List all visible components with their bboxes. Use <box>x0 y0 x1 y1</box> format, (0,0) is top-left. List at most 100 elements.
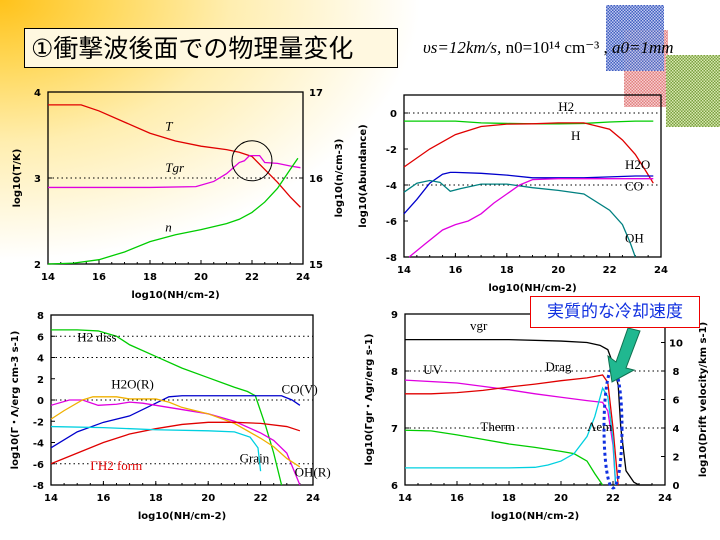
series-line-n <box>47 157 299 265</box>
series-line-h2o <box>403 171 654 215</box>
series-annotation: UV <box>423 362 442 377</box>
x-axis-label: log10(NH/cm-2) <box>491 511 579 522</box>
series-line-t <box>48 104 301 208</box>
series-annotation: OH(R) <box>295 465 331 480</box>
y-tick-label: 2 <box>37 375 44 386</box>
x-tick-label: 20 <box>554 493 568 504</box>
x-tick-label: 18 <box>143 272 157 283</box>
x-axis-label: log10(NH/cm-2) <box>131 290 219 301</box>
x-tick-label: 22 <box>245 272 259 283</box>
param-n0: n0=10¹⁴ cm⁻³ , <box>505 38 608 57</box>
y-tick-label: -2 <box>386 145 397 156</box>
series-annotation: Tgr <box>165 160 185 175</box>
series-annotation: H <box>571 128 580 143</box>
y-tick-label: -6 <box>33 460 44 471</box>
y2-tick-label: 4 <box>673 424 680 435</box>
y2-tick-label: 17 <box>309 88 323 99</box>
y-tick-label: 4 <box>34 88 41 99</box>
y2-axis-label: log10(Drift velocity/km s-1) <box>698 322 709 477</box>
slide-title-text: ①衝撃波後面での物理量変化 <box>31 34 354 63</box>
series-line-h2or <box>50 399 301 486</box>
param-a0: a0=1mm <box>612 38 674 57</box>
y-tick-label: -6 <box>386 217 397 228</box>
series-line-h2form <box>50 421 301 465</box>
x-tick-label: 16 <box>450 493 464 504</box>
x-tick-label: 16 <box>448 265 462 276</box>
series-line-vgr <box>405 338 652 486</box>
series-annotation: vgr <box>470 318 488 333</box>
series-annotation: H2 <box>558 99 574 114</box>
highlight-ellipse <box>602 366 624 490</box>
x-tick-label: 18 <box>149 493 163 504</box>
y-tick-label: -4 <box>33 439 44 450</box>
y-tick-label: 4 <box>37 354 44 365</box>
series-annotation: CO(V) <box>282 382 318 397</box>
y-axis-label: log10(T/K) <box>12 149 23 208</box>
series-line-uv <box>404 379 617 486</box>
x-tick-label: 24 <box>654 265 668 276</box>
chart-gas-grain: 14 16 18 20 22 2467890246810log10(NH/cm-2)log… <box>364 310 709 522</box>
series-annotation: Therm <box>480 419 515 434</box>
series-line-h2diss <box>51 329 283 486</box>
y2-tick-label: 0 <box>673 481 680 492</box>
y-tick-label: 7 <box>391 424 398 435</box>
y2-axis-label: log10(n/cm-3) <box>334 139 345 218</box>
shock-parameters: υs=12km/s, n0=10¹⁴ cm⁻³ , a0=1mm <box>423 38 674 58</box>
y-axis-label: log10(Abundance) <box>358 124 369 227</box>
x-tick-label: 22 <box>603 265 617 276</box>
x-tick-label: 24 <box>296 272 310 283</box>
y2-tick-label: 2 <box>673 453 680 464</box>
y-tick-label: 3 <box>34 174 41 185</box>
series-annotation: T <box>165 119 173 134</box>
y2-tick-label: 10 <box>669 339 683 350</box>
y-tick-label: 0 <box>390 109 397 120</box>
param-vs: υs=12km/s, <box>423 38 502 57</box>
series-annotation: OH <box>625 231 644 246</box>
x-tick-label: 16 <box>92 272 106 283</box>
series-line-oh <box>408 178 654 258</box>
y2-tick-label: 15 <box>309 260 323 271</box>
series-annotation: H2O(R) <box>111 376 154 391</box>
chart-abundance: 14 16 18 20 22 24 -8 -6 -4 -2 0 log10(NH/cm-2) log10… <box>358 94 668 294</box>
x-tick-label: 20 <box>201 493 215 504</box>
series-line-grain <box>50 425 262 472</box>
y-tick-label: -8 <box>386 253 397 264</box>
y2-tick-label: 16 <box>309 174 323 185</box>
x-tick-label: 18 <box>500 265 514 276</box>
x-tick-label: 16 <box>96 493 110 504</box>
decor-square-blue-top <box>606 5 664 71</box>
y2-tick-label: 6 <box>673 396 680 407</box>
series-annotation: H2O <box>625 157 650 172</box>
y-tick-label: 6 <box>391 481 398 492</box>
series-line-therm <box>404 429 604 486</box>
series-annotation: n <box>165 219 172 234</box>
y-tick-label: 9 <box>391 310 398 321</box>
series-line-tgr <box>48 154 301 189</box>
series-annotation: H2 diss <box>77 330 116 345</box>
x-tick-label: 14 <box>44 493 58 504</box>
callout-effective-cooling-rate: 実質的な冷却速度 <box>530 296 700 328</box>
y-tick-label: -4 <box>386 181 397 192</box>
decor-square-green <box>666 55 720 127</box>
x-tick-label: 22 <box>606 493 620 504</box>
chart-heating-cooling: 14 16 18 20 22 24-8-6-4-202468log10(NH/cm-2)l… <box>10 311 331 522</box>
series-line-drag <box>405 374 619 486</box>
series-annotation: Grain <box>240 451 270 466</box>
highlight-circle <box>231 140 273 182</box>
callout-arrow-icon <box>607 327 641 383</box>
series-annotation: Drag <box>545 359 571 374</box>
series-line-co <box>403 179 636 258</box>
y-tick-label: 0 <box>37 396 44 407</box>
series-annotation: Λem <box>587 419 612 434</box>
x-tick-label: 14 <box>397 265 411 276</box>
x-axis-label: log10(NH/cm-2) <box>138 511 226 522</box>
x-axis-label: log10(NH/cm-2) <box>488 283 576 294</box>
x-tick-label: 24 <box>306 493 320 504</box>
series-line-cov <box>50 395 301 449</box>
y-tick-label: 6 <box>37 332 44 343</box>
slide-title: ①衝撃波後面での物理量変化 <box>24 28 398 68</box>
y-tick-label: -8 <box>33 481 44 492</box>
series-annotation: ΓH2 form <box>90 458 142 473</box>
